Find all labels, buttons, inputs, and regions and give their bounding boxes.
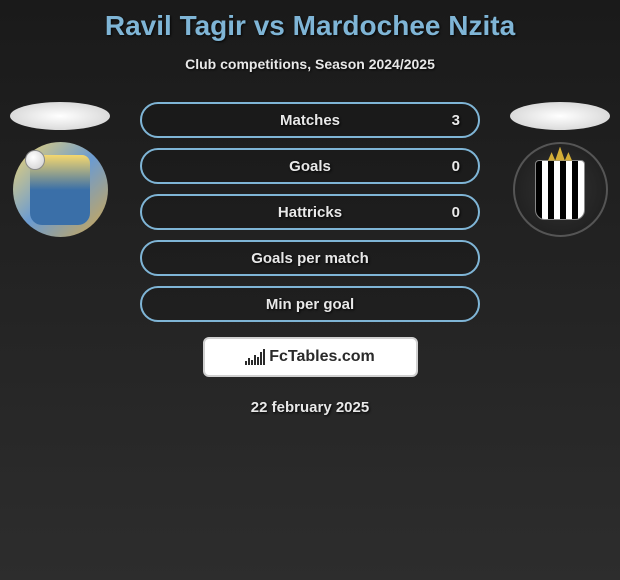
- comparison-content: Matches 3 Goals 0 Hattricks 0 Goals per …: [0, 102, 620, 416]
- player-right-photo: [510, 102, 610, 130]
- chart-icon: [245, 349, 265, 365]
- stat-row-goals: Goals 0: [140, 148, 480, 184]
- stat-row-matches: Matches 3: [140, 102, 480, 138]
- stat-row-hattricks: Hattricks 0: [140, 194, 480, 230]
- stat-right-value: 0: [452, 204, 460, 221]
- date-text: 22 february 2025: [0, 399, 620, 416]
- shield-icon: [535, 160, 585, 220]
- stat-label: Goals per match: [251, 250, 369, 267]
- stat-label: Min per goal: [266, 296, 354, 313]
- player-right-column: [510, 102, 610, 237]
- club-badge-left: [13, 142, 108, 237]
- stat-row-goals-per-match: Goals per match: [140, 240, 480, 276]
- stats-area: Matches 3 Goals 0 Hattricks 0 Goals per …: [140, 102, 480, 322]
- fctables-logo-box[interactable]: FcTables.com: [203, 337, 418, 377]
- stat-row-min-per-goal: Min per goal: [140, 286, 480, 322]
- player-left-column: [10, 102, 110, 237]
- stat-label: Matches: [280, 112, 340, 129]
- page-title: Ravil Tagir vs Mardochee Nzita: [0, 0, 620, 42]
- stat-right-value: 0: [452, 158, 460, 175]
- fctables-logo: FcTables.com: [245, 348, 375, 366]
- club-badge-right: [513, 142, 608, 237]
- subtitle: Club competitions, Season 2024/2025: [0, 56, 620, 72]
- player-left-photo: [10, 102, 110, 130]
- stat-right-value: 3: [452, 112, 460, 129]
- stat-label: Hattricks: [278, 204, 342, 221]
- ball-icon: [25, 150, 45, 170]
- stat-label: Goals: [289, 158, 331, 175]
- shield-icon: [30, 155, 90, 225]
- crown-icon: [548, 147, 572, 161]
- logo-text: FcTables.com: [269, 348, 375, 366]
